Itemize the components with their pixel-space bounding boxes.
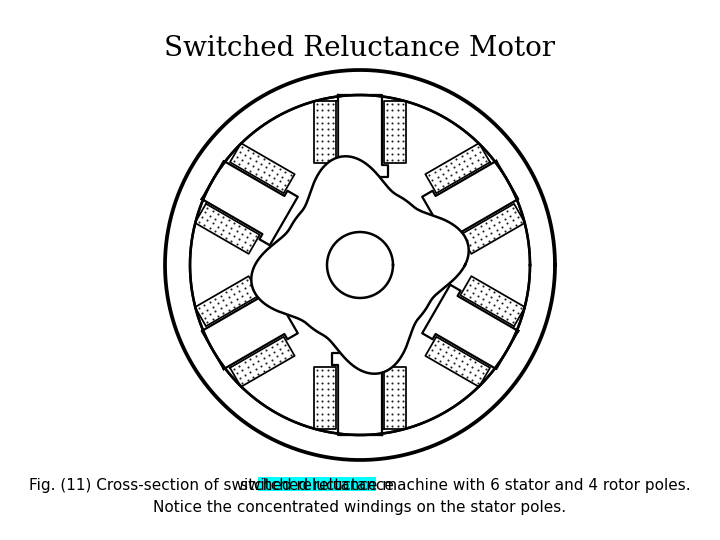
Polygon shape <box>314 101 336 163</box>
Polygon shape <box>230 143 294 193</box>
Polygon shape <box>422 285 518 369</box>
Polygon shape <box>384 367 406 429</box>
Polygon shape <box>332 353 388 435</box>
Polygon shape <box>426 337 490 387</box>
Polygon shape <box>230 337 294 387</box>
Polygon shape <box>314 367 336 429</box>
Bar <box>258 477 376 491</box>
Text: switched reluctance: switched reluctance <box>240 478 394 493</box>
Polygon shape <box>251 156 469 374</box>
Polygon shape <box>422 161 518 245</box>
Polygon shape <box>426 143 490 193</box>
Polygon shape <box>384 101 406 163</box>
Polygon shape <box>327 232 393 298</box>
Polygon shape <box>165 70 555 460</box>
Polygon shape <box>195 276 260 326</box>
Polygon shape <box>195 204 260 254</box>
Polygon shape <box>202 161 298 245</box>
Text: Fig. (11) Cross-section of switched reluctance machine with 6 stator and 4 rotor: Fig. (11) Cross-section of switched relu… <box>30 478 690 493</box>
Polygon shape <box>202 285 298 369</box>
Text: Notice the concentrated windings on the stator poles.: Notice the concentrated windings on the … <box>153 500 567 515</box>
Polygon shape <box>332 95 388 177</box>
Polygon shape <box>460 276 525 326</box>
Text: Switched Reluctance Motor: Switched Reluctance Motor <box>164 35 556 62</box>
Polygon shape <box>460 204 525 254</box>
